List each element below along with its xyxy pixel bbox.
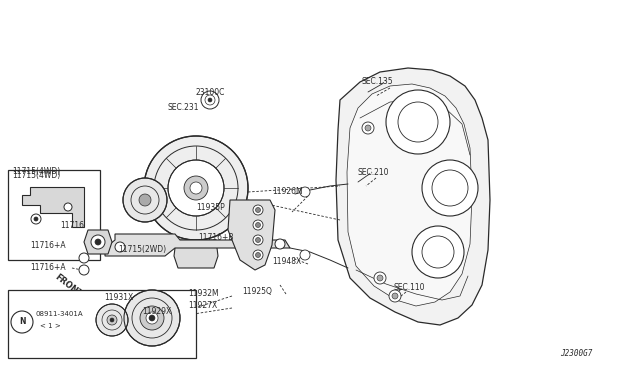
Text: 11715(2WD): 11715(2WD) [118,245,166,254]
Circle shape [31,214,41,224]
Polygon shape [347,84,472,306]
Circle shape [140,306,164,330]
Text: 11715(4WD): 11715(4WD) [12,171,60,180]
Circle shape [146,312,158,324]
Circle shape [11,311,33,333]
Circle shape [374,272,386,284]
Text: 11935P: 11935P [196,203,225,212]
Circle shape [365,125,371,131]
Text: 11716: 11716 [60,221,84,230]
Circle shape [208,98,212,102]
Text: < 1 >: < 1 > [40,323,61,329]
Text: 11931X: 11931X [104,293,133,302]
Text: SEC.135: SEC.135 [362,77,394,86]
Circle shape [255,237,260,243]
Circle shape [255,222,260,228]
Circle shape [253,220,263,230]
Circle shape [255,208,260,212]
Text: 11927X: 11927X [188,301,217,310]
Circle shape [253,250,263,260]
Circle shape [79,265,89,275]
Text: FRONT: FRONT [52,273,83,299]
Circle shape [422,160,478,216]
Text: 11932M: 11932M [188,289,219,298]
Text: 11716+B: 11716+B [198,233,234,242]
Circle shape [139,194,151,206]
Text: N: N [19,317,25,327]
Bar [8,290,196,358]
Text: SEC.210: SEC.210 [358,168,390,177]
Text: 11926M: 11926M [272,187,303,196]
Circle shape [95,239,101,245]
Circle shape [107,315,117,325]
Circle shape [392,293,398,299]
Polygon shape [22,187,84,227]
Text: SEC.110: SEC.110 [394,283,426,292]
Circle shape [64,203,72,211]
Circle shape [168,160,224,216]
Circle shape [389,290,401,302]
Text: 11715(4WD): 11715(4WD) [12,167,60,176]
Circle shape [123,178,167,222]
Text: 08911-3401A: 08911-3401A [36,311,84,317]
Circle shape [253,235,263,245]
Circle shape [255,253,260,257]
Polygon shape [84,230,112,254]
Circle shape [300,250,310,260]
Circle shape [300,187,310,197]
Circle shape [184,176,208,200]
Circle shape [412,226,464,278]
Circle shape [91,235,105,249]
Circle shape [110,318,114,322]
Text: 11716+A: 11716+A [30,241,66,250]
Polygon shape [228,200,275,270]
Text: 11948X: 11948X [272,257,301,266]
Polygon shape [174,240,218,268]
Text: 11925Q: 11925Q [242,287,272,296]
Circle shape [201,91,219,109]
Polygon shape [336,68,490,325]
Circle shape [124,290,180,346]
Circle shape [190,182,202,194]
Circle shape [96,304,128,336]
Circle shape [253,205,263,215]
Circle shape [144,136,248,240]
Circle shape [149,315,155,321]
Circle shape [34,217,38,221]
Text: 23100C: 23100C [196,88,225,97]
Polygon shape [105,234,290,256]
Circle shape [386,90,450,154]
Bar [8,170,100,260]
Text: 11929X: 11929X [142,307,172,316]
Text: 11716+A: 11716+A [30,263,66,272]
Circle shape [115,242,125,252]
Text: SEC.231: SEC.231 [168,103,200,112]
Circle shape [275,239,285,249]
Text: J2300G7: J2300G7 [560,349,593,358]
Circle shape [377,275,383,281]
Circle shape [79,253,89,263]
Circle shape [362,122,374,134]
